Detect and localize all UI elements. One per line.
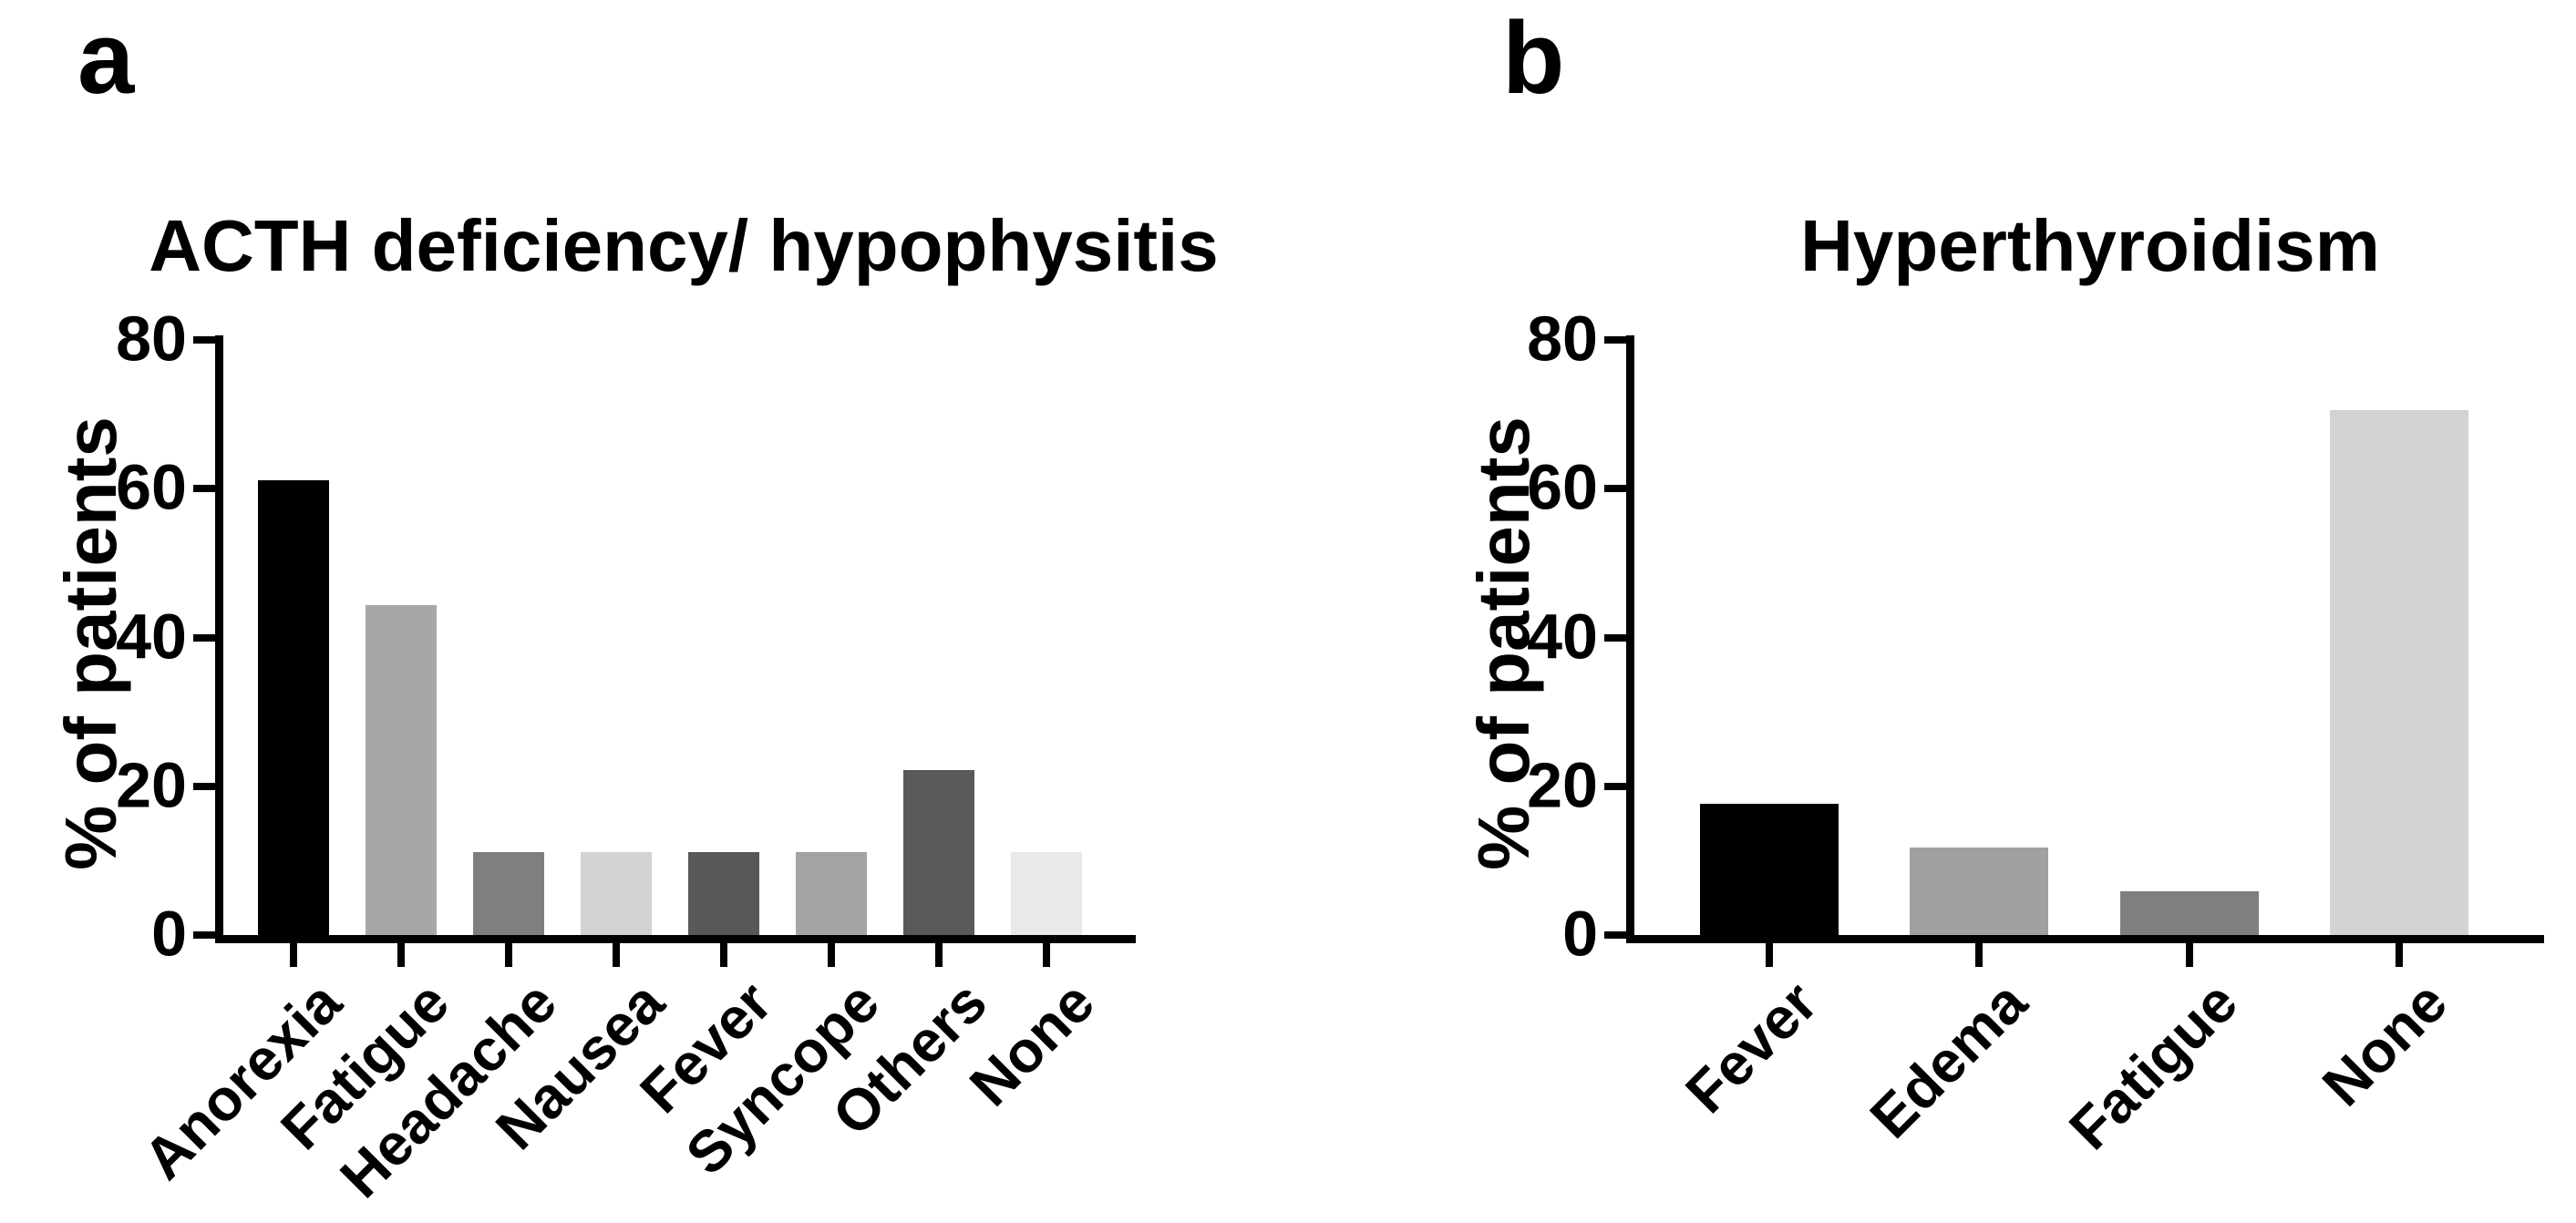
x-tick-none — [1043, 943, 1050, 967]
x-tick-fever — [1766, 943, 1773, 967]
panel-a-chart-title: ACTH deficiency/ hypophysitis — [149, 205, 1219, 286]
bar-none — [1011, 852, 1082, 935]
x-tick-anorexia — [290, 943, 297, 967]
bar-headache — [473, 852, 544, 935]
y-tick-40 — [1604, 633, 1626, 642]
x-tick-nausea — [613, 943, 620, 967]
y-tick-80 — [193, 336, 215, 344]
y-tick-label-80: 80 — [116, 303, 187, 375]
panel-a-x-axis — [220, 935, 1136, 943]
bar-edema — [1910, 847, 2049, 935]
x-tick-headache — [505, 943, 512, 967]
y-tick-60 — [193, 485, 215, 493]
panel-letter-a: a — [77, 1, 135, 115]
y-tick-label-0: 0 — [151, 898, 187, 970]
y-tick-label-80: 80 — [1527, 303, 1598, 375]
y-tick-80 — [1604, 336, 1626, 344]
bar-fever — [1700, 804, 1839, 935]
y-tick-60 — [1604, 485, 1626, 493]
x-tick-fatigue — [397, 943, 405, 967]
y-tick-label-60: 60 — [116, 451, 187, 523]
y-tick-0 — [193, 931, 215, 939]
bar-fatigue — [2119, 890, 2259, 935]
y-tick-0 — [1604, 931, 1626, 939]
x-tick-others — [935, 943, 943, 967]
x-tick-syncope — [828, 943, 835, 967]
y-tick-40 — [193, 633, 215, 642]
bar-anorexia — [258, 480, 329, 935]
y-tick-20 — [193, 782, 215, 790]
x-tick-fatigue — [2185, 943, 2193, 967]
bar-none — [2329, 409, 2468, 935]
panel-a-y-axis — [215, 335, 223, 943]
x-tick-edema — [1975, 943, 1984, 967]
panel-b-y-axis — [1626, 335, 1634, 943]
bar-fatigue — [366, 604, 437, 935]
y-tick-label-40: 40 — [116, 601, 187, 673]
x-tick-label-fever: Fever — [1673, 969, 1830, 1125]
bar-nausea — [581, 852, 652, 935]
y-tick-label-60: 60 — [1527, 451, 1598, 523]
y-tick-20 — [1604, 782, 1626, 790]
panel-b-chart-title: Hyperthyroidism — [1800, 205, 2380, 286]
y-tick-label-0: 0 — [1562, 898, 1598, 970]
panel-letter-b: b — [1502, 1, 1565, 115]
y-tick-label-20: 20 — [116, 749, 187, 821]
y-tick-label-20: 20 — [1527, 749, 1598, 821]
x-tick-none — [2395, 943, 2403, 967]
bar-others — [903, 769, 974, 935]
bar-syncope — [796, 852, 867, 935]
bar-fever — [688, 852, 759, 935]
panel-b-x-axis — [1631, 935, 2544, 943]
x-tick-fever — [720, 943, 727, 967]
y-tick-label-40: 40 — [1527, 601, 1598, 673]
